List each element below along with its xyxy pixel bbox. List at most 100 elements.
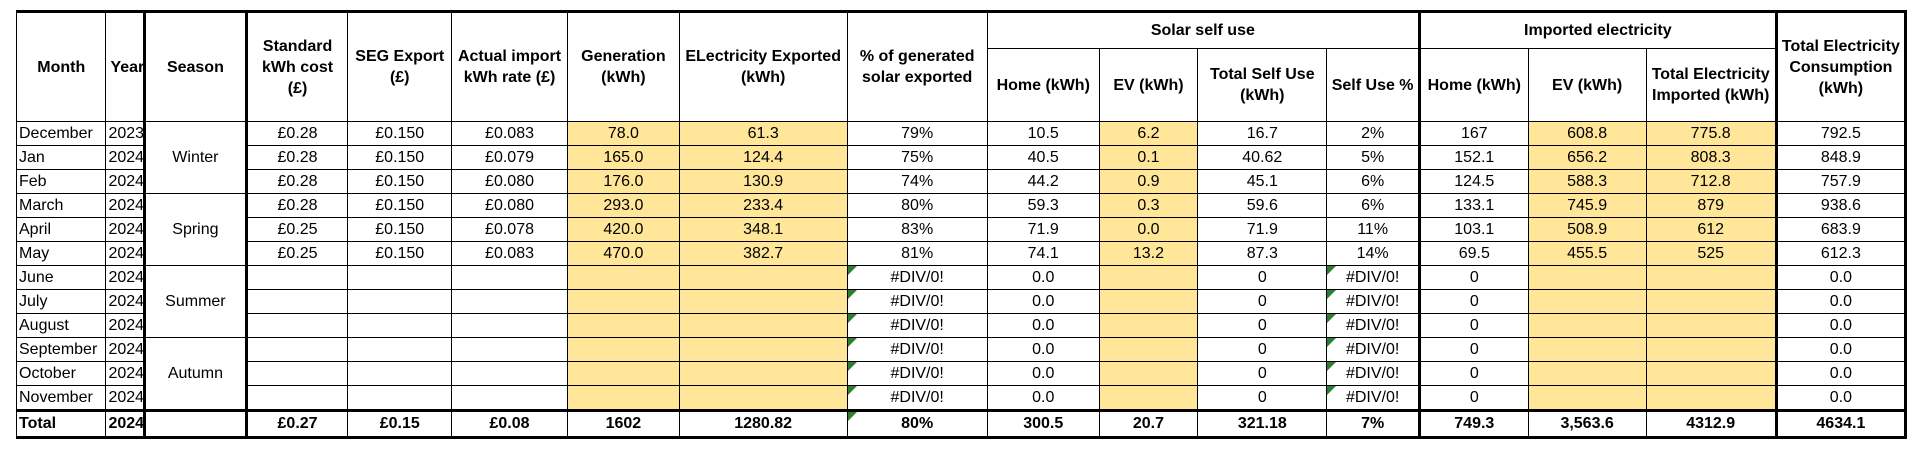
cell-month[interactable]: December [15,121,107,146]
cell-total-consumption[interactable]: 0.0 [1774,337,1908,362]
cell-solar-home[interactable]: 0.0 [986,385,1100,411]
cell-standard-cost[interactable] [244,289,349,314]
cell-month[interactable]: October [15,361,107,386]
cell-total-consumption[interactable]: 848.9 [1774,145,1908,170]
cell-standard-cost[interactable]: £0.28 [244,193,349,218]
cell-imported-total[interactable]: 712.8 [1645,169,1777,194]
header-exported[interactable]: ELectricity Exported (kWh) [678,10,848,122]
cell-season[interactable]: Autumn [143,337,247,411]
cell-imported-home[interactable]: 0 [1417,337,1529,362]
cell-month[interactable]: June [15,265,107,290]
cell-total-solar-ev[interactable]: 20.7 [1098,409,1199,439]
header-solar-ev[interactable]: EV (kWh) [1098,48,1199,122]
cell-imported-home[interactable]: 167 [1417,121,1529,146]
cell-month[interactable]: August [15,313,107,338]
cell-imported-home[interactable]: 103.1 [1417,217,1529,242]
cell-total-consumption[interactable]: 0.0 [1774,265,1908,290]
cell-imported-total[interactable]: 879 [1645,193,1777,218]
cell-solar-total[interactable]: 0 [1197,337,1328,362]
cell-solar-ev[interactable] [1098,361,1199,386]
cell-solar-home[interactable]: 10.5 [986,121,1100,146]
cell-solar-home[interactable]: 0.0 [986,289,1100,314]
cell-imported-total[interactable] [1645,385,1777,411]
cell-import-rate[interactable]: £0.079 [451,145,568,170]
header-generation[interactable]: Generation (kWh) [566,10,680,122]
cell-imported-home[interactable]: 152.1 [1417,145,1529,170]
cell-year[interactable]: 2024 [105,313,146,338]
header-imported-electricity[interactable]: Imported electricity [1417,10,1777,49]
cell-import-rate[interactable] [451,337,568,362]
cell-pct-exported[interactable]: #DIV/0! [846,385,988,411]
cell-year[interactable]: 2024 [105,193,146,218]
cell-total-import-rate[interactable]: £0.08 [451,409,568,439]
cell-solar-ev[interactable] [1098,265,1199,290]
header-imported-home[interactable]: Home (kWh) [1417,48,1529,122]
cell-generation[interactable] [566,313,680,338]
cell-standard-cost[interactable] [244,313,349,338]
cell-solar-total[interactable]: 45.1 [1197,169,1328,194]
cell-generation[interactable] [566,265,680,290]
cell-seg-export[interactable]: £0.150 [347,193,453,218]
cell-imported-home[interactable]: 0 [1417,289,1529,314]
cell-total-solar-home[interactable]: 300.5 [986,409,1100,439]
cell-total-solar-total[interactable]: 321.18 [1197,409,1328,439]
cell-solar-home[interactable]: 0.0 [986,361,1100,386]
cell-exported[interactable] [678,385,848,411]
cell-total-pct-exported[interactable]: 80% [846,409,988,439]
cell-generation[interactable]: 165.0 [566,145,680,170]
cell-month[interactable]: April [15,217,107,242]
cell-solar-total[interactable]: 0 [1197,385,1328,411]
cell-standard-cost[interactable]: £0.28 [244,121,349,146]
cell-standard-cost[interactable]: £0.25 [244,241,349,266]
cell-solar-total[interactable]: 0 [1197,313,1328,338]
cell-pct-exported[interactable]: #DIV/0! [846,265,988,290]
cell-total-year[interactable]: 2024 [105,409,146,439]
cell-solar-total[interactable]: 0 [1197,361,1328,386]
cell-total-consumption[interactable]: 792.5 [1774,121,1908,146]
cell-import-rate[interactable] [451,361,568,386]
cell-total-imported-total[interactable]: 4312.9 [1645,409,1777,439]
cell-import-rate[interactable] [451,313,568,338]
cell-pct-exported[interactable]: 75% [846,145,988,170]
cell-solar-ev[interactable]: 6.2 [1098,121,1199,146]
cell-seg-export[interactable]: £0.150 [347,121,453,146]
cell-generation[interactable] [566,337,680,362]
cell-import-rate[interactable]: £0.078 [451,217,568,242]
cell-year[interactable]: 2024 [105,265,146,290]
cell-standard-cost[interactable]: £0.28 [244,169,349,194]
cell-imported-home[interactable]: 0 [1417,361,1529,386]
cell-seg-export[interactable]: £0.150 [347,169,453,194]
cell-solar-home[interactable]: 71.9 [986,217,1100,242]
cell-month[interactable]: September [15,337,107,362]
cell-year[interactable]: 2024 [105,337,146,362]
cell-generation[interactable] [566,289,680,314]
cell-year[interactable]: 2024 [105,217,146,242]
cell-solar-ev[interactable]: 13.2 [1098,241,1199,266]
cell-solar-ev[interactable]: 0.3 [1098,193,1199,218]
cell-standard-cost[interactable]: £0.25 [244,217,349,242]
cell-self-use-pct[interactable]: #DIV/0! [1326,385,1420,411]
cell-imported-ev[interactable] [1527,265,1647,290]
cell-import-rate[interactable]: £0.080 [451,169,568,194]
cell-solar-ev[interactable] [1098,289,1199,314]
cell-solar-home[interactable]: 44.2 [986,169,1100,194]
cell-generation[interactable]: 420.0 [566,217,680,242]
cell-solar-total[interactable]: 40.62 [1197,145,1328,170]
cell-pct-exported[interactable]: 81% [846,241,988,266]
cell-imported-ev[interactable]: 656.2 [1527,145,1647,170]
cell-total-consumption[interactable]: 0.0 [1774,385,1908,411]
cell-total-consumption[interactable]: 757.9 [1774,169,1908,194]
header-imported-ev[interactable]: EV (kWh) [1527,48,1647,122]
cell-standard-cost[interactable]: £0.28 [244,145,349,170]
cell-imported-ev[interactable] [1527,313,1647,338]
cell-year[interactable]: 2024 [105,169,146,194]
header-season[interactable]: Season [143,10,247,122]
cell-self-use-pct[interactable]: 6% [1326,169,1420,194]
cell-exported[interactable]: 124.4 [678,145,848,170]
cell-imported-total[interactable]: 525 [1645,241,1777,266]
cell-solar-total[interactable]: 16.7 [1197,121,1328,146]
cell-imported-total[interactable] [1645,361,1777,386]
cell-generation[interactable]: 78.0 [566,121,680,146]
cell-pct-exported[interactable]: #DIV/0! [846,289,988,314]
cell-pct-exported[interactable]: 80% [846,193,988,218]
